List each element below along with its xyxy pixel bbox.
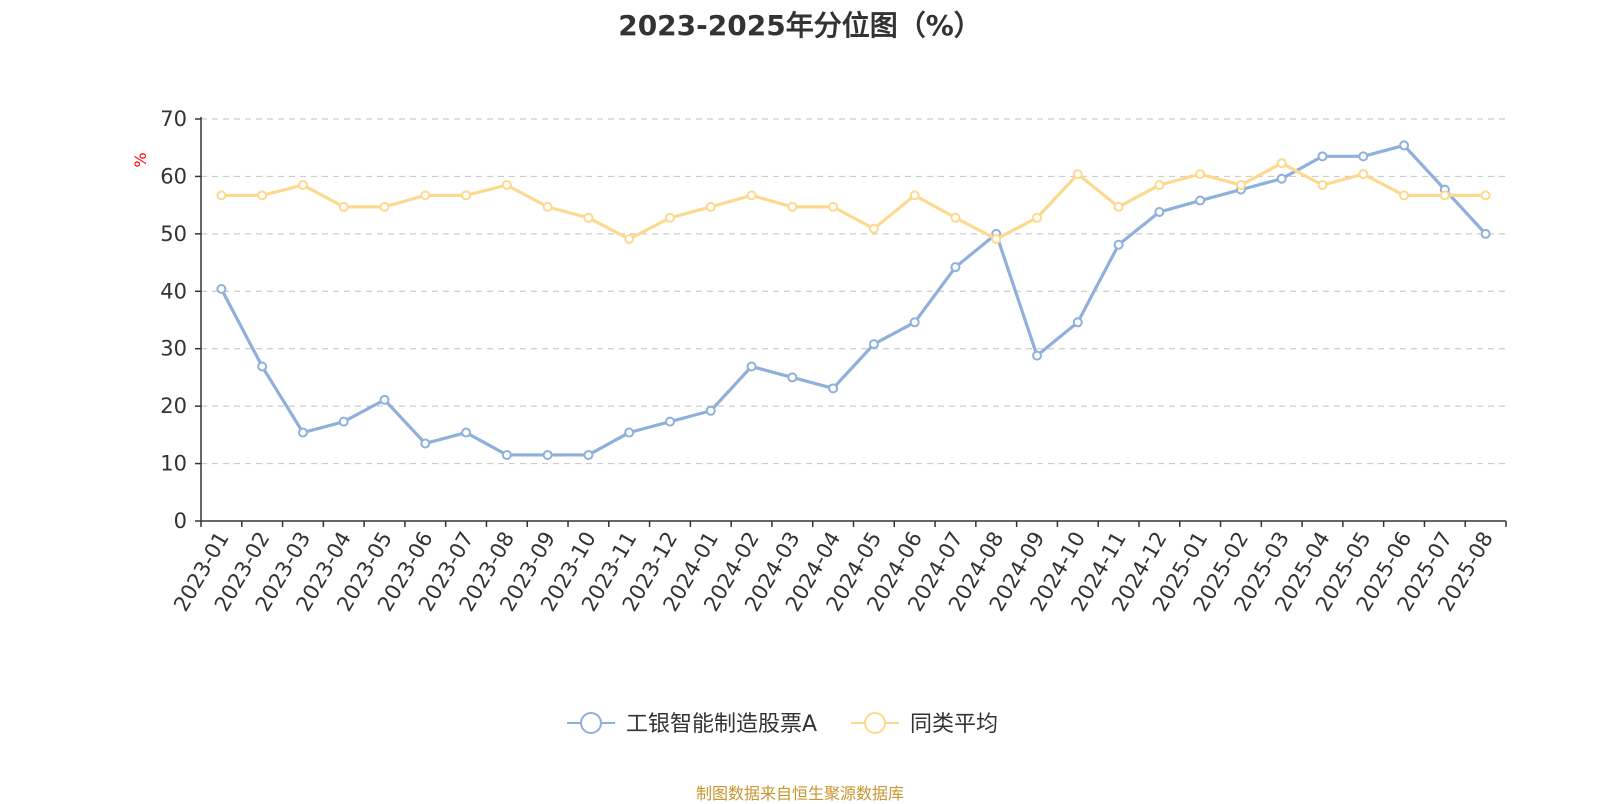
data-point bbox=[1154, 207, 1165, 218]
chart-title: 2023-2025年分位图（%） bbox=[618, 9, 982, 42]
legend-marker bbox=[580, 712, 602, 734]
source-note: 制图数据来自恒生聚源数据库 bbox=[695, 784, 904, 803]
y-tick-label: 10 bbox=[160, 452, 187, 476]
y-tick-label: 40 bbox=[160, 279, 187, 303]
data-point bbox=[379, 394, 390, 405]
data-point bbox=[338, 201, 349, 212]
data-point bbox=[338, 416, 349, 427]
axes: 010203040506070%2023-012023-022023-03202… bbox=[131, 107, 1507, 615]
data-point bbox=[787, 201, 798, 212]
data-point bbox=[868, 223, 879, 234]
data-point bbox=[420, 190, 431, 201]
data-point bbox=[461, 427, 472, 438]
data-point bbox=[461, 190, 472, 201]
data-point bbox=[1072, 169, 1083, 180]
y-tick-label: 70 bbox=[160, 107, 187, 131]
y-tick-label: 50 bbox=[160, 222, 187, 246]
data-point bbox=[1195, 169, 1206, 180]
data-point bbox=[909, 190, 920, 201]
data-point bbox=[950, 212, 961, 223]
data-point bbox=[379, 201, 390, 212]
data-point bbox=[746, 190, 757, 201]
data-point bbox=[501, 180, 512, 191]
y-axis-unit: % bbox=[131, 152, 150, 167]
data-point bbox=[216, 283, 227, 294]
data-point bbox=[1399, 140, 1410, 151]
data-point bbox=[583, 449, 594, 460]
data-point bbox=[297, 180, 308, 191]
data-point bbox=[624, 427, 635, 438]
data-point bbox=[868, 339, 879, 350]
data-point bbox=[828, 383, 839, 394]
data-point bbox=[1317, 151, 1328, 162]
data-point bbox=[828, 201, 839, 212]
data-point bbox=[420, 438, 431, 449]
legend-label: 同类平均 bbox=[910, 712, 998, 737]
y-tick-label: 20 bbox=[160, 394, 187, 418]
data-point bbox=[1358, 169, 1369, 180]
data-point bbox=[705, 201, 716, 212]
data-point bbox=[909, 317, 920, 328]
data-point bbox=[664, 212, 675, 223]
data-point bbox=[1317, 180, 1328, 191]
legend-item: 工银智能制造股票A bbox=[567, 712, 817, 737]
data-point bbox=[705, 405, 716, 416]
data-point bbox=[1276, 158, 1287, 169]
data-point bbox=[1480, 190, 1491, 201]
data-point bbox=[583, 212, 594, 223]
data-point bbox=[1154, 180, 1165, 191]
data-point bbox=[950, 262, 961, 273]
data-point bbox=[501, 449, 512, 460]
data-point bbox=[1113, 239, 1124, 250]
data-point bbox=[1480, 228, 1491, 239]
data-point bbox=[1032, 350, 1043, 361]
series-2 bbox=[216, 158, 1491, 245]
series-line bbox=[219, 143, 1487, 457]
data-point bbox=[542, 449, 553, 460]
grid-lines bbox=[201, 118, 1506, 465]
legend-label: 工银智能制造股票A bbox=[626, 712, 817, 737]
data-point bbox=[1113, 201, 1124, 212]
data-point bbox=[1276, 173, 1287, 184]
data-point bbox=[216, 190, 227, 201]
data-point bbox=[787, 372, 798, 383]
data-point bbox=[257, 361, 268, 372]
series-line bbox=[221, 161, 1486, 241]
data-point bbox=[1399, 190, 1410, 201]
data-point bbox=[664, 416, 675, 427]
data-point bbox=[542, 201, 553, 212]
legend: 工银智能制造股票A 同类平均 bbox=[567, 712, 998, 737]
series-layer bbox=[216, 140, 1491, 460]
series-1 bbox=[216, 140, 1491, 460]
y-tick-label: 0 bbox=[174, 509, 187, 533]
data-point bbox=[297, 427, 308, 438]
data-point bbox=[1439, 190, 1450, 201]
data-point bbox=[1358, 151, 1369, 162]
data-point bbox=[624, 234, 635, 245]
data-point bbox=[1032, 212, 1043, 223]
legend-item: 同类平均 bbox=[851, 712, 998, 737]
data-point bbox=[1195, 195, 1206, 206]
data-point bbox=[1072, 317, 1083, 328]
data-point bbox=[257, 190, 268, 201]
data-point bbox=[1235, 180, 1246, 191]
legend-marker bbox=[864, 712, 886, 734]
y-tick-label: 60 bbox=[160, 164, 187, 188]
y-tick-label: 30 bbox=[160, 337, 187, 361]
data-point bbox=[746, 361, 757, 372]
data-point bbox=[991, 234, 1002, 245]
